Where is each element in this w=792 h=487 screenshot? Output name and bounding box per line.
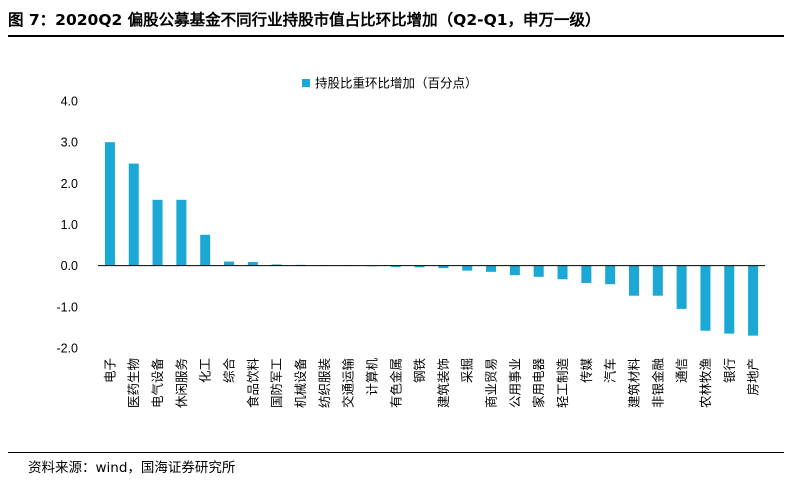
x-tick-label: 家用电器: [531, 358, 546, 409]
x-tick-label: 农林牧渔: [698, 358, 713, 408]
x-tick-label: 公用事业: [507, 358, 522, 408]
x-tick-label: 休闲服务: [174, 358, 189, 408]
x-tick-label: 非银金融: [650, 358, 665, 409]
x-tick-label: 计算机: [364, 358, 379, 396]
x-tick-label: 采掘: [460, 358, 475, 383]
bar-食品饮料: [247, 261, 258, 266]
x-tick-label: 房地产: [746, 358, 761, 396]
x-tick-label: 钢铁: [412, 358, 427, 384]
x-tick-label: 国防军工: [269, 358, 284, 408]
chart-legend: 持股比重环比增加（百分点）: [302, 76, 478, 91]
x-tick-label: 银行: [722, 358, 737, 383]
legend-swatch: [302, 79, 310, 87]
x-tick-label: 医药生物: [126, 358, 141, 408]
x-tick-label: 汽车: [603, 358, 618, 383]
x-tick-label: 建筑装饰: [436, 358, 451, 408]
bar-钢铁: [414, 265, 425, 268]
x-axis-labels: 电子 医药生物 电气设备 休闲服务 化工 综合 食品饮料 国防军工 机械设备 纺织服装 交通运输 计算…: [102, 358, 760, 409]
bars: [104, 142, 759, 336]
bar-综合: [224, 261, 235, 266]
x-tick-label: 化工: [198, 358, 213, 383]
x-tick-label: 轻工制造: [555, 358, 570, 409]
bar-汽车: [605, 265, 616, 285]
y-tick-label: 1.0: [61, 218, 78, 232]
bar-有色金属: [390, 265, 401, 267]
bar-建筑材料: [628, 265, 639, 296]
bar-传媒: [581, 265, 592, 283]
y-tick-label: 3.0: [61, 136, 78, 150]
bar-电子: [104, 142, 115, 266]
bar-休闲服务: [176, 199, 187, 266]
bar-化工: [200, 234, 211, 266]
x-tick-label: 通信: [674, 358, 689, 383]
bar-非银金融: [652, 265, 663, 296]
y-tick-label: -1.0: [56, 300, 78, 314]
y-tick-label: 2.0: [61, 177, 78, 191]
bar-采掘: [462, 265, 473, 271]
y-tick-label: 4.0: [61, 95, 78, 109]
x-tick-label: 机械设备: [293, 358, 308, 409]
source-note: 资料来源：wind，国海证券研究所: [28, 460, 236, 476]
bar-国防军工: [271, 264, 282, 266]
bar-轻工制造: [557, 265, 568, 280]
bar-农林牧渔: [700, 265, 711, 331]
x-tick-label: 电气设备: [150, 358, 165, 409]
x-tick-label: 传媒: [579, 358, 594, 384]
bar-公用事业: [509, 265, 520, 276]
bar-银行: [724, 265, 735, 334]
bar-家用电器: [533, 265, 544, 277]
x-tick-label: 建筑材料: [626, 358, 641, 409]
x-tick-label: 电子: [102, 358, 117, 383]
bar-通信: [676, 265, 687, 309]
y-tick-label: 0.0: [61, 259, 78, 273]
bar-建筑装饰: [438, 265, 449, 269]
y-axis: 4.0 3.0 2.0 1.0 0.0 -1.0 -2.0: [56, 95, 78, 356]
x-tick-label: 有色金属: [388, 358, 403, 408]
x-tick-label: 综合: [222, 358, 237, 384]
x-tick-label: 食品饮料: [245, 358, 260, 409]
x-tick-label: 交通运输: [341, 358, 356, 409]
figure-title: 图 7：2020Q2 偏股公募基金不同行业持股市值占比环比增加（Q2-Q1，申万…: [8, 11, 601, 29]
bar-商业贸易: [486, 265, 497, 272]
y-tick-label: -2.0: [56, 342, 78, 356]
bar-电气设备: [152, 199, 163, 266]
source-divider: [8, 452, 784, 453]
x-tick-label: 商业贸易: [484, 358, 499, 408]
bar-房地产: [748, 265, 759, 336]
x-tick-label: 纺织服装: [317, 358, 332, 408]
bar-医药生物: [128, 163, 139, 266]
legend-label: 持股比重环比增加（百分点）: [315, 76, 478, 91]
title-divider: [8, 35, 784, 37]
